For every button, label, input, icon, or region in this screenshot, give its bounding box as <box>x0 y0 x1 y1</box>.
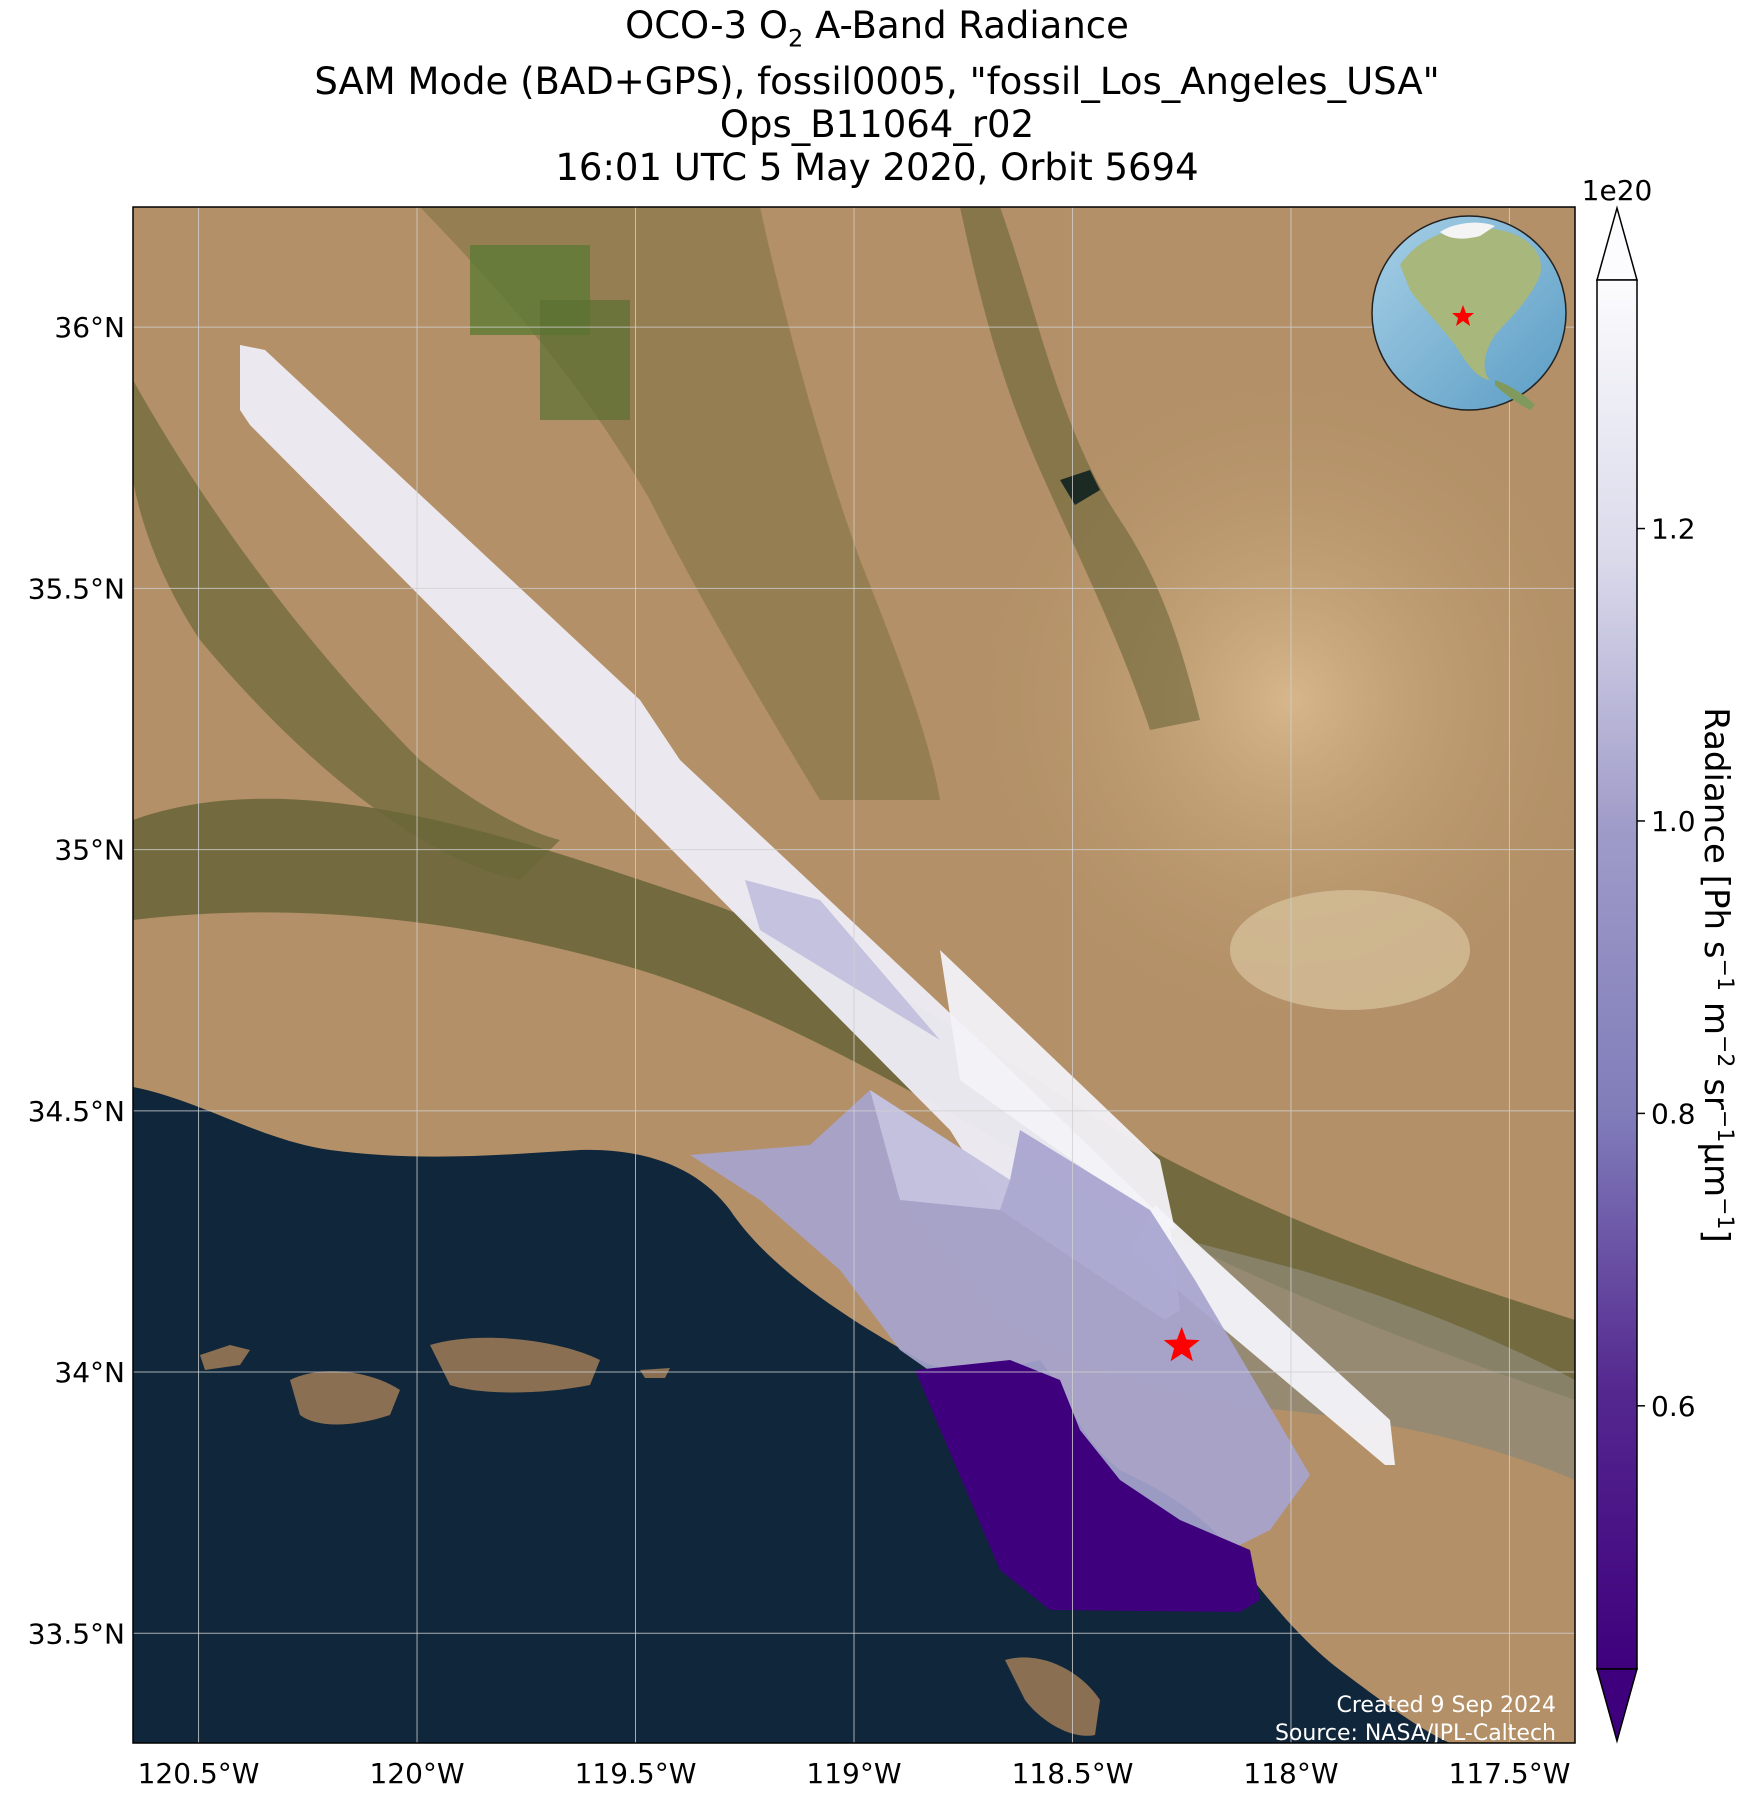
map-frame <box>132 206 1576 1744</box>
lat-tick-label: 34.5°N <box>28 1095 125 1128</box>
sierra-nevada <box>960 207 1200 730</box>
lon-tick-label: 119°W <box>806 1757 901 1790</box>
target-marker-layer <box>1163 1326 1200 1362</box>
credit-created: Created 9 Sep 2024 <box>1337 1693 1557 1718</box>
lon-tick-label: 119.5°W <box>575 1757 697 1790</box>
island-anacapa <box>640 1368 670 1378</box>
lon-tick-label: 118°W <box>1243 1757 1338 1790</box>
credit-source: Source: NASA/JPL-Caltech <box>1275 1721 1556 1746</box>
island-san-miguel <box>200 1345 250 1370</box>
inset-globe <box>1371 215 1567 411</box>
globe-ice <box>1440 222 1495 239</box>
colorbar-tick-label: 0.8 <box>1651 1097 1696 1130</box>
colorbar-tick-label: 1.0 <box>1651 805 1696 838</box>
colorbar-ticks: 0.6 0.8 1.0 1.2 <box>1637 513 1696 1423</box>
colorbar-extend-top <box>1596 205 1638 281</box>
title-line-1: OCO-3 O2 A-Band Radiance <box>625 4 1129 53</box>
map-area: Created 9 Sep 2024 Source: NASA/JPL-Calt… <box>133 207 1575 1746</box>
dry-lake <box>1230 890 1470 1010</box>
title-line-2: SAM Mode (BAD+GPS), fossil0005, "fossil_… <box>314 60 1440 104</box>
lake-isabella <box>1060 470 1100 505</box>
swath-ocean-dark <box>915 1360 1260 1612</box>
colorbar-tick-label: 0.6 <box>1651 1390 1696 1423</box>
farm-fields-2 <box>540 300 630 420</box>
globe-north-america <box>1400 227 1541 380</box>
globe-star-marker <box>1452 305 1474 326</box>
latitude-axis: 36°N 35.5°N 35°N 34.5°N 34°N 33.5°N <box>28 311 125 1650</box>
island-santa-cruz <box>430 1337 600 1393</box>
island-santa-rosa <box>290 1371 400 1425</box>
colorbar-tick-label: 1.2 <box>1651 513 1696 546</box>
colorbar-label: Radiance [Ph s−1 m−2 sr−1μm−1] <box>1696 707 1737 1243</box>
lat-tick-label: 36°N <box>54 311 125 344</box>
title-line-4: 16:01 UTC 5 May 2020, Orbit 5694 <box>555 146 1199 190</box>
swath-lavender-band <box>745 880 940 1040</box>
colorbar-exponent: 1e20 <box>1582 174 1653 207</box>
swath-purple-la <box>690 1090 1310 1550</box>
swath-white-mid <box>940 950 1175 1230</box>
swath-light-top <box>870 1090 1010 1210</box>
lon-tick-label: 118.5°W <box>1012 1757 1134 1790</box>
island-catalina <box>1005 1657 1100 1736</box>
longitude-axis: 120.5°W 120°W 119.5°W 119°W 118.5°W 118°W 117.… <box>138 1757 1571 1790</box>
globe-south-america <box>1495 380 1535 410</box>
gridlines <box>133 207 1575 1743</box>
lon-tick-label: 120°W <box>369 1757 464 1790</box>
lon-tick-label: 120.5°W <box>138 1757 260 1790</box>
lat-tick-label: 34°N <box>54 1356 125 1389</box>
target-star-marker <box>1163 1326 1200 1362</box>
lat-tick-label: 35.5°N <box>28 572 125 605</box>
colorbar: 0.6 0.8 1.0 1.2 1e20 Radiance [Ph s−1 m−2 s… <box>1582 174 1737 1744</box>
title-line-3: Ops_B11064_r02 <box>719 103 1035 147</box>
lat-tick-label: 35°N <box>54 834 125 867</box>
title-block: OCO-3 O2 A-Band Radiance SAM Mode (BAD+G… <box>0 4 1754 189</box>
lat-tick-label: 33.5°N <box>28 1617 125 1650</box>
colorbar-extend-bottom <box>1596 1668 1638 1744</box>
coast-ranges <box>133 380 560 880</box>
swath-white-lower <box>1130 1205 1395 1465</box>
central-valley <box>420 207 940 800</box>
colorbar-gradient <box>1596 279 1638 1670</box>
lon-tick-label: 117.5°W <box>1449 1757 1571 1790</box>
